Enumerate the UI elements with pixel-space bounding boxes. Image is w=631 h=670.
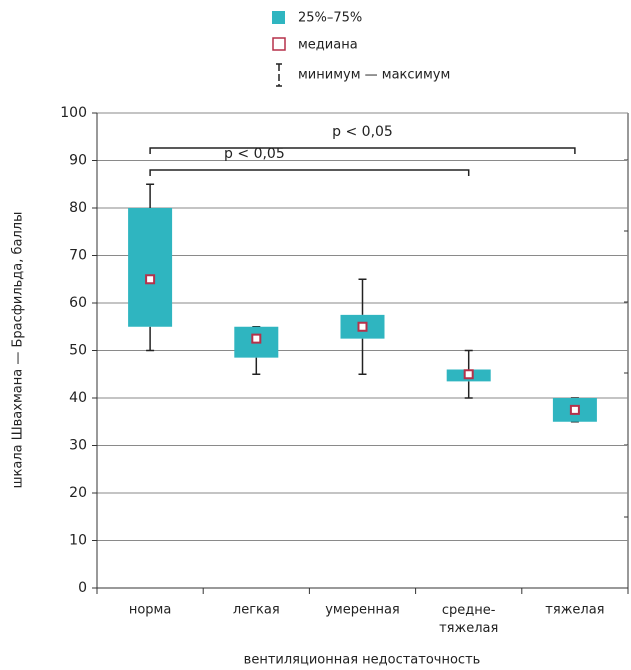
- legend-label: минимум — максимум: [298, 68, 450, 83]
- annotation: p < 0,05: [332, 124, 393, 140]
- x-tick-label: норма: [129, 603, 171, 618]
- y-tick-label: 0: [78, 580, 87, 596]
- median: [357, 321, 368, 332]
- median: [145, 274, 156, 285]
- x-axis-label: вентиляционная недостаточность: [244, 653, 481, 668]
- y-tick-label: 30: [69, 438, 87, 454]
- box: [128, 208, 173, 327]
- legend-box-swatch: [272, 11, 285, 24]
- x-tick-label: умеренная: [325, 603, 400, 618]
- y-tick-label: 10: [69, 533, 87, 549]
- x-tick-label: тяжелая: [545, 603, 604, 618]
- y-tick-label: 50: [69, 343, 87, 359]
- y-tick-label: 20: [69, 485, 87, 501]
- annotation: p < 0,05: [224, 146, 285, 162]
- x-tick-label: средне-тяжелая: [439, 603, 498, 636]
- legend-median-swatch: [272, 37, 286, 51]
- y-tick-label: 90: [69, 153, 87, 169]
- y-tick-label: 100: [60, 105, 87, 121]
- legend-label: медиана: [298, 38, 358, 53]
- y-tick-label: 80: [69, 200, 87, 216]
- legend-whisker-swatch: [276, 63, 282, 87]
- y-tick-label: 60: [69, 295, 87, 311]
- significance-bracket: [149, 147, 576, 154]
- legend-label: 25%–75%: [298, 11, 362, 26]
- y-tick-label: 70: [69, 248, 87, 264]
- significance-bracket: [149, 169, 470, 176]
- median: [251, 333, 262, 344]
- y-axis-label: шкала Швахмана — Брасфильда, баллы: [11, 212, 26, 489]
- y-tick-label: 40: [69, 390, 87, 406]
- x-tick-label: легкая: [233, 603, 280, 618]
- median: [569, 404, 580, 415]
- median: [463, 369, 474, 380]
